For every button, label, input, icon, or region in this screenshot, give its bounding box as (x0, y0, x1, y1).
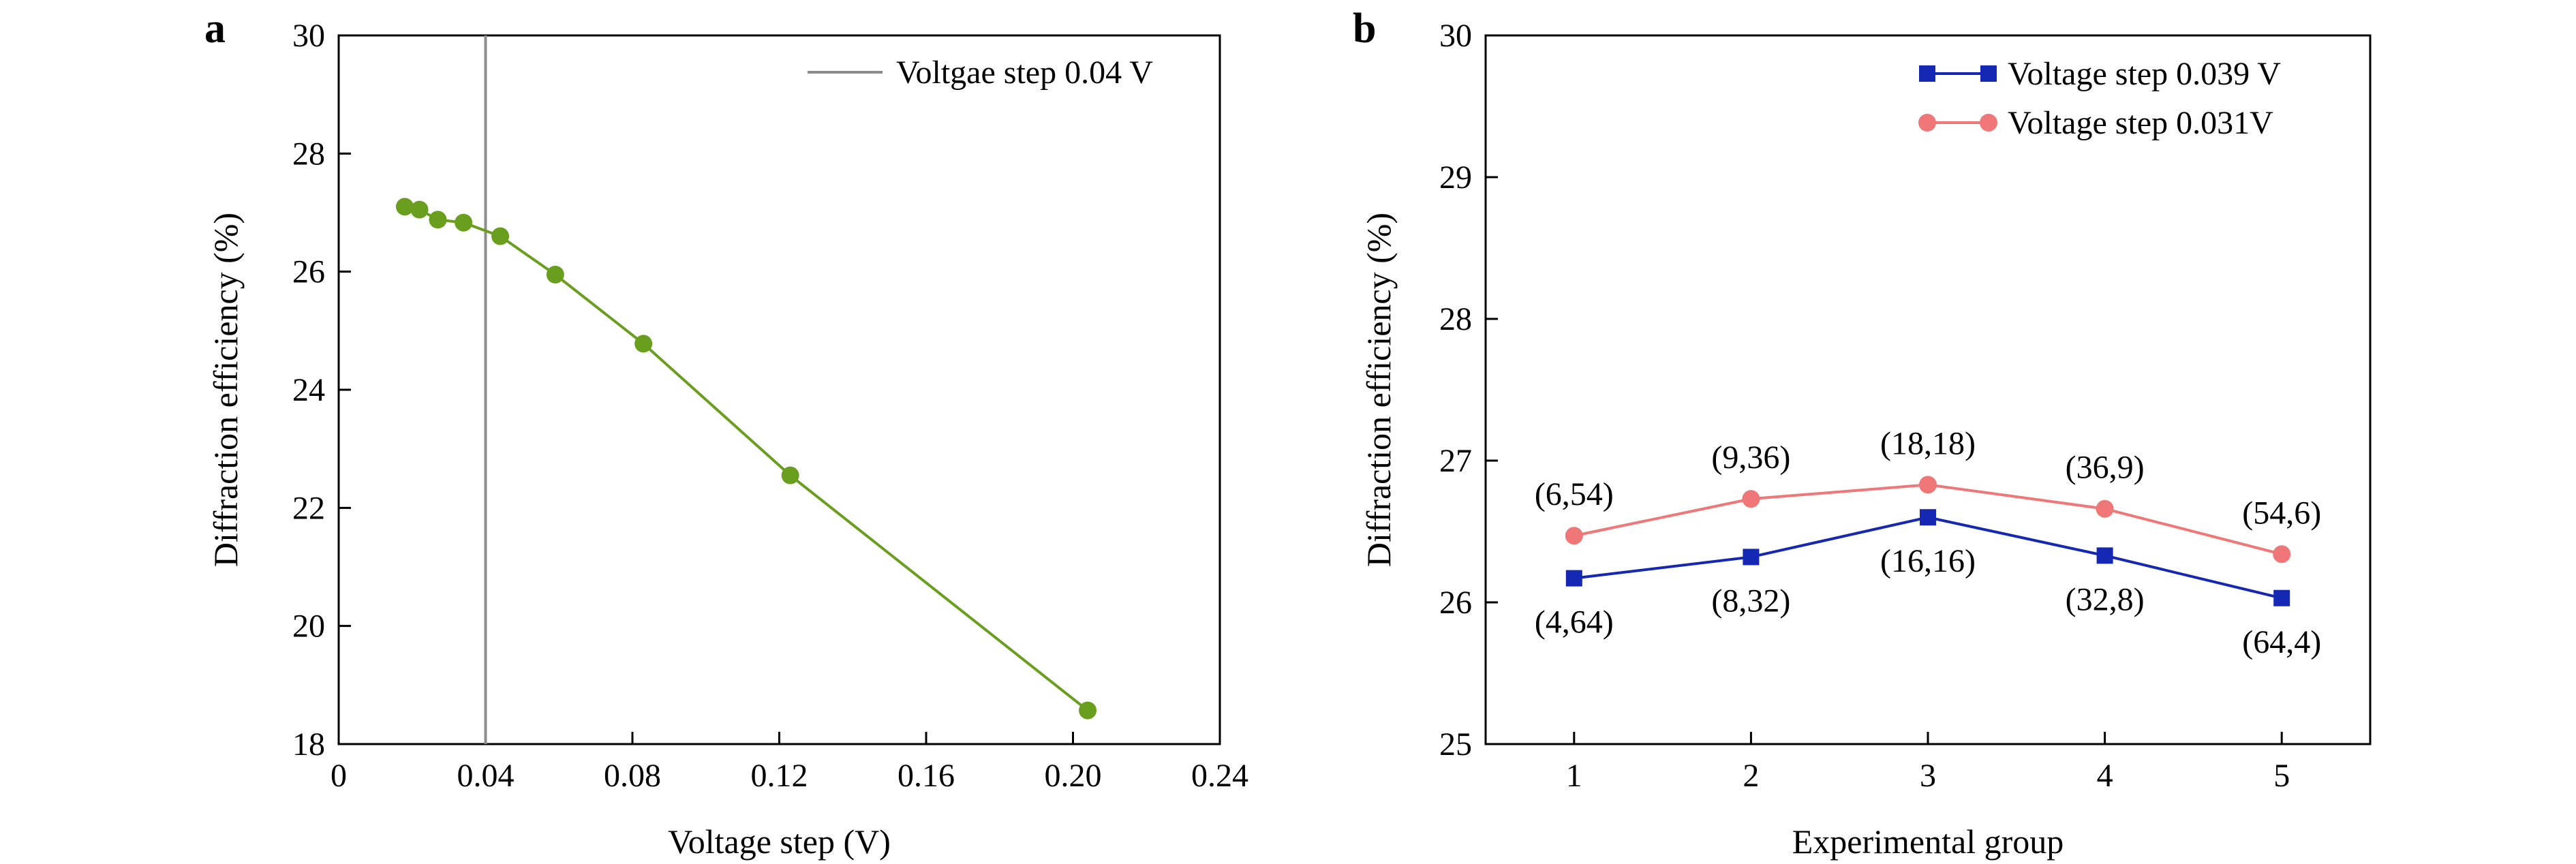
panel-b-point-label: (32,8) (2066, 581, 2145, 617)
panel-b-legend-marker (1980, 114, 1997, 132)
panel-a-points (395, 198, 1097, 720)
panel-b-point-label: (64,4) (2242, 624, 2321, 660)
panel-b-data-point (1920, 509, 1936, 526)
panel-a-data-point (1079, 701, 1097, 720)
panel-b-y-tick-label: 28 (1439, 301, 1472, 337)
panel-b-x-axis: 1 2 3 4 5 (1566, 732, 2290, 794)
panel-a-letter: a (204, 5, 226, 52)
panel-a-plot-frame (337, 34, 1221, 745)
panel-b-point-label: (6,54) (1535, 476, 1614, 512)
panel-a-y-tick-label: 28 (292, 136, 325, 172)
panel-b-legend-marker (1980, 65, 1997, 82)
panel-b-data-point (2096, 547, 2113, 564)
panel-b-legend-label: Voltage step 0.031V (2008, 105, 2273, 141)
panel-b-x-tick-label: 4 (2097, 758, 2113, 794)
panel-a-x-tick-label: 0.08 (604, 758, 661, 794)
panel-b-x-tick-label: 1 (1566, 758, 1582, 794)
panel-b-point-label: (36,9) (2066, 450, 2145, 486)
panel-a-y-tick-label: 18 (292, 726, 325, 762)
panel-b-data-point (2273, 589, 2290, 606)
panel-b-data-point (1742, 490, 1760, 508)
panel-b-legend-marker (1918, 114, 1936, 132)
panel-b-x-axis-label: Experimental group (1792, 822, 2064, 861)
panel-b-y-axis: 25 26 27 28 29 30 (1439, 18, 1498, 762)
panel-a-data-point (491, 227, 510, 245)
panel-b-series-1: (4,64) (8,32) (16,16) (32,8) (64,4) (1535, 509, 2321, 660)
panel-b-y-tick-label: 27 (1439, 443, 1472, 479)
panel-b-point-label: (54,6) (2242, 495, 2321, 531)
panel-a-data-point (395, 198, 414, 216)
panel-b-point-label: (4,64) (1535, 604, 1614, 641)
panel-b-data-point (1565, 570, 1582, 587)
panel-a-x-axis-label: Voltage step (V) (668, 822, 891, 861)
panel-b-x-tick-label: 3 (1920, 758, 1936, 794)
panel-a-data-point (546, 266, 564, 283)
panel-b-legend: Voltage step 0.039 V Voltage step 0.031V (1918, 56, 2281, 141)
panel-a-data-point (455, 213, 473, 232)
panel-b-legend-label: Voltage step 0.039 V (2008, 56, 2281, 92)
panel-b-data-point (2096, 499, 2114, 518)
panel-b-data-point (1919, 476, 1937, 494)
panel-b-letter: b (1353, 5, 1376, 52)
panel-a-x-tick-label: 0 (331, 758, 347, 794)
panel-a-y-tick-label: 26 (292, 254, 325, 290)
panel-a-legend: Voltgae step 0.04 V (808, 55, 1153, 91)
panel-b-point-label: (18,18) (1880, 425, 1976, 461)
panel-a-x-tick-label: 0.04 (457, 758, 515, 794)
panel-b: b 1 2 3 4 5 25 26 27 28 29 30 (4,64) (8,32) (16,16)… (1353, 5, 2372, 861)
panel-a-x-tick-label: 0.12 (751, 758, 808, 794)
panel-b-y-axis-label: Diffraction efficiency (%) (1360, 213, 1398, 567)
panel-a-y-tick-label: 22 (292, 490, 325, 526)
panel-a-y-axis-label: Diffraction efficiency (%) (206, 213, 245, 567)
panel-b-data-point (1565, 527, 1583, 545)
panel-a-y-axis: 18 20 22 24 26 28 30 (292, 18, 351, 762)
panel-a-data-point (781, 466, 799, 484)
panel-b-data-point (1743, 549, 1760, 566)
panel-a-y-tick-label: 24 (292, 372, 325, 408)
panel-b-series-2: (6,54) (9,36) (18,18) (36,9) (54,6) (1535, 425, 2321, 564)
panel-a-x-tick-label: 0.20 (1045, 758, 1102, 794)
panel-b-series: (4,64) (8,32) (16,16) (32,8) (64,4) (6,54) (9,… (1535, 425, 2321, 660)
panel-b-y-tick-label: 29 (1439, 159, 1472, 196)
panel-b-data-point (2273, 545, 2291, 564)
panel-a-x-tick-label: 0.24 (1191, 758, 1248, 794)
panel-a-series-line (404, 205, 1089, 712)
panel-a: a 0 0.04 0.08 0.12 0.16 0.20 0.24 18 20 22 24 26 28… (204, 5, 1248, 861)
panel-a-data-point (410, 200, 429, 219)
panel-b-x-tick-label: 2 (1743, 758, 1759, 794)
panel-a-x-tick-label: 0.16 (898, 758, 955, 794)
panel-a-data-point (429, 211, 447, 229)
panel-b-y-tick-label: 30 (1439, 18, 1472, 54)
panel-b-point-label: (9,36) (1711, 439, 1790, 476)
panel-b-x-tick-label: 5 (2273, 758, 2290, 794)
panel-b-y-tick-label: 26 (1439, 585, 1472, 621)
panel-b-plot-frame (1484, 34, 2372, 745)
panel-a-y-tick-label: 30 (292, 18, 325, 54)
panel-a-legend-label: Voltgae step 0.04 V (896, 55, 1153, 91)
panel-a-data-point (634, 335, 653, 353)
panel-a-y-tick-label: 20 (292, 608, 325, 645)
panel-b-point-label: (8,32) (1711, 583, 1790, 619)
panel-b-y-tick-label: 25 (1439, 726, 1472, 762)
panel-b-legend-marker (1919, 65, 1935, 82)
panel-a-x-axis: 0 0.04 0.08 0.12 0.16 0.20 0.24 (331, 732, 1248, 794)
panel-b-point-label: (16,16) (1880, 543, 1976, 579)
